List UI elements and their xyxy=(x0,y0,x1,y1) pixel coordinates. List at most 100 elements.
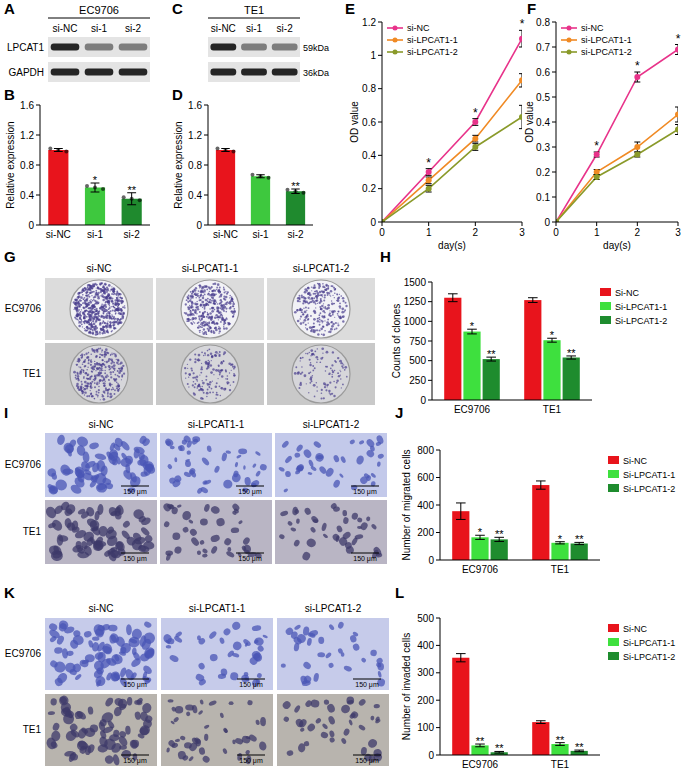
colony xyxy=(107,293,110,296)
colony xyxy=(231,298,233,300)
colony xyxy=(80,296,83,299)
colony xyxy=(317,303,318,304)
colony xyxy=(107,393,109,395)
colony xyxy=(101,354,103,356)
colony xyxy=(327,319,329,321)
colony xyxy=(299,309,301,311)
colony xyxy=(313,322,315,324)
lane-label: si-2 xyxy=(125,23,142,34)
colony xyxy=(322,286,325,289)
colony xyxy=(299,298,300,299)
colony xyxy=(207,298,209,300)
panel-letter: G xyxy=(4,248,16,265)
legend-label: Si-LPCAT1-2 xyxy=(623,652,675,662)
colony xyxy=(116,385,117,386)
colony xyxy=(320,309,321,310)
colony xyxy=(97,311,100,314)
x-tick xyxy=(475,222,476,226)
colony xyxy=(320,308,322,310)
colony xyxy=(106,291,108,293)
significance: ** xyxy=(575,741,584,753)
colony xyxy=(214,303,216,305)
image-background xyxy=(156,278,264,340)
colony xyxy=(124,305,126,307)
x-tick-label: TE1 xyxy=(551,564,570,575)
colony xyxy=(108,315,110,317)
colony xyxy=(98,292,100,294)
colony xyxy=(324,330,326,332)
colony xyxy=(307,292,310,295)
colony xyxy=(314,311,317,314)
colony xyxy=(200,299,202,301)
colony xyxy=(203,289,205,291)
colony xyxy=(120,321,123,324)
y-axis-line xyxy=(440,618,441,755)
marker xyxy=(519,114,522,120)
y-tick xyxy=(436,477,440,478)
colony xyxy=(311,329,313,331)
x-axis-line xyxy=(40,225,150,226)
x-tick-label: si-NC xyxy=(213,229,238,240)
colony xyxy=(225,311,227,313)
colony xyxy=(233,310,236,313)
colony xyxy=(233,301,235,303)
colony xyxy=(84,354,86,356)
colony xyxy=(191,293,193,295)
colony xyxy=(194,293,197,296)
colony xyxy=(213,301,216,304)
colony xyxy=(297,300,300,303)
colony xyxy=(102,333,103,334)
colony xyxy=(218,307,220,309)
x-tick-label: si-2 xyxy=(124,229,141,240)
colony xyxy=(92,300,94,302)
colony xyxy=(196,313,198,315)
colony xyxy=(103,322,105,324)
colony xyxy=(308,307,310,309)
y-tick-label: 1.6 xyxy=(20,100,34,111)
colony xyxy=(198,297,200,299)
colony xyxy=(208,330,209,331)
micrograph xyxy=(45,278,153,340)
colony xyxy=(207,313,209,315)
colony xyxy=(214,309,216,311)
error-bar xyxy=(256,175,264,178)
data-point xyxy=(48,147,52,151)
y-tick xyxy=(36,195,40,196)
colony xyxy=(221,317,223,319)
colony xyxy=(339,294,340,295)
colony xyxy=(97,363,100,366)
error-cap xyxy=(519,128,522,129)
colony xyxy=(97,295,99,297)
colony xyxy=(218,319,219,320)
colony xyxy=(318,329,320,331)
colony xyxy=(191,295,194,298)
x-tick xyxy=(382,222,383,226)
colony xyxy=(302,321,304,323)
colony xyxy=(118,360,120,362)
bar xyxy=(471,537,488,560)
x-axis-line xyxy=(382,222,522,223)
colony xyxy=(105,366,107,368)
colony xyxy=(201,326,203,328)
x-tick xyxy=(522,222,523,226)
colony xyxy=(305,306,307,308)
colony xyxy=(320,328,323,331)
blot-band xyxy=(210,69,236,76)
colony xyxy=(194,312,196,314)
significance: * xyxy=(426,156,431,170)
blot-band xyxy=(210,44,236,51)
bar xyxy=(483,359,500,400)
colony xyxy=(109,384,112,387)
y-tick-label: 0.6 xyxy=(536,67,550,78)
colony xyxy=(322,294,324,296)
colony xyxy=(83,321,85,323)
y-tick-label: 0.4 xyxy=(188,190,202,201)
colony xyxy=(102,296,103,297)
colony xyxy=(304,311,307,314)
colony xyxy=(202,317,203,318)
plot-area xyxy=(382,30,522,222)
colony xyxy=(209,308,211,310)
colony xyxy=(305,301,307,303)
colony xyxy=(99,307,101,309)
colony xyxy=(190,291,192,293)
